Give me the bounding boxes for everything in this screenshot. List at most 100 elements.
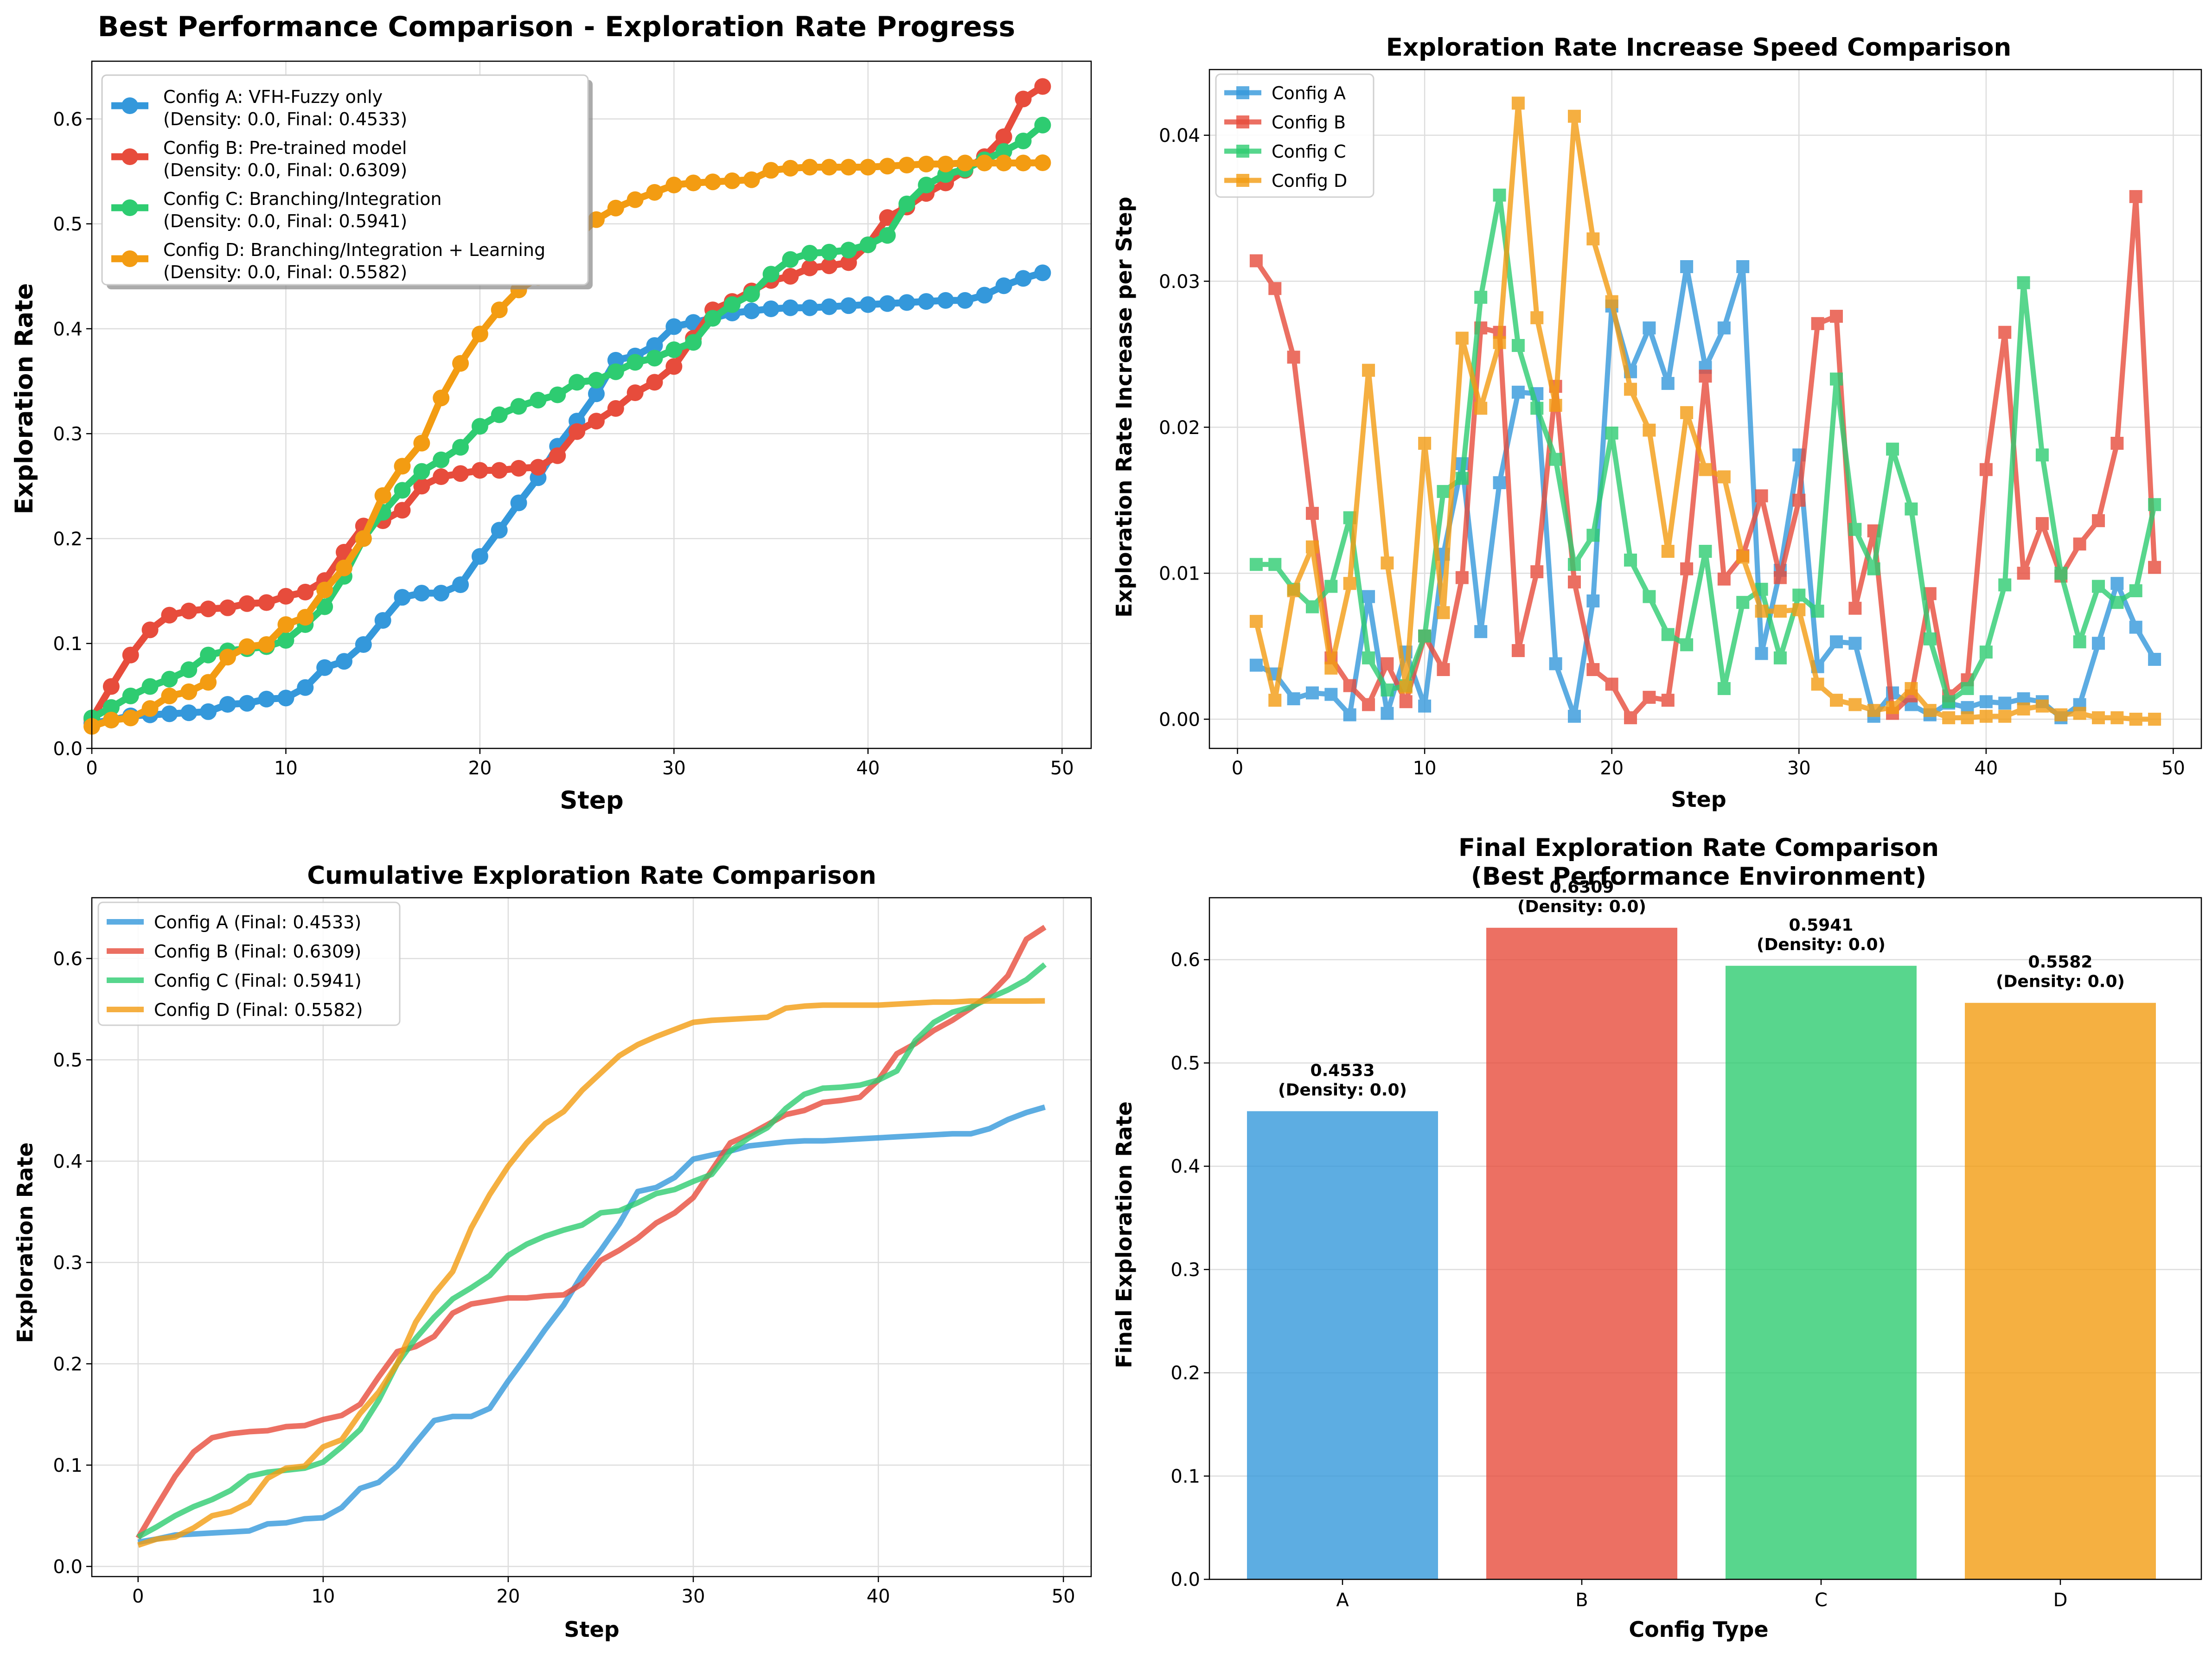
data-point xyxy=(1418,629,1432,643)
data-point xyxy=(1624,383,1637,396)
data-point xyxy=(1811,605,1824,618)
data-point xyxy=(1567,575,1581,589)
data-point xyxy=(627,384,644,401)
data-point xyxy=(782,160,799,177)
panel-cumulative-chart: Cumulative Exploration Rate Comparison S… xyxy=(13,862,1092,1642)
data-point xyxy=(471,418,488,435)
data-point xyxy=(646,337,663,354)
data-point xyxy=(1381,556,1394,570)
data-point xyxy=(1437,663,1450,676)
data-point xyxy=(1474,291,1488,304)
data-point xyxy=(821,159,838,176)
data-point xyxy=(316,598,333,615)
data-point xyxy=(1755,489,1768,503)
data-point xyxy=(2092,514,2105,527)
data-point xyxy=(665,341,683,358)
data-point xyxy=(122,709,139,727)
legend-marker xyxy=(1236,86,1249,99)
data-point xyxy=(2110,596,2124,609)
data-point xyxy=(1661,377,1675,390)
y-tick-label: 0.04 xyxy=(1159,125,1200,147)
data-point xyxy=(1717,682,1731,695)
data-point xyxy=(1680,638,1694,651)
axes-frame xyxy=(1208,897,2202,1580)
data-point xyxy=(859,159,876,176)
data-point xyxy=(200,674,217,691)
data-point xyxy=(1418,699,1432,713)
data-point xyxy=(316,659,333,676)
y-tick-label: 0.01 xyxy=(1159,563,1200,585)
x-tick-label: 40 xyxy=(867,1586,890,1607)
data-point xyxy=(1586,663,1600,676)
data-point xyxy=(1773,651,1787,664)
data-point xyxy=(394,502,411,519)
data-point xyxy=(1305,686,1319,700)
data-point xyxy=(530,391,547,409)
data-point xyxy=(1661,628,1675,641)
data-point xyxy=(2017,276,2030,289)
data-point xyxy=(200,646,217,664)
data-point xyxy=(2148,652,2161,666)
data-point xyxy=(704,310,722,327)
x-tick-label: C xyxy=(1815,1590,1828,1611)
data-point xyxy=(1830,694,1843,707)
data-point xyxy=(2073,635,2086,649)
bar-D xyxy=(1965,1003,2156,1579)
data-point xyxy=(1736,596,1750,609)
data-point xyxy=(2035,699,2049,713)
data-point xyxy=(452,576,469,594)
data-point xyxy=(141,700,159,717)
data-point xyxy=(1699,544,1712,558)
x-tick-label: 20 xyxy=(496,1586,520,1607)
data-point xyxy=(1699,463,1712,476)
bar-value-label: 0.5582 xyxy=(2028,953,2093,972)
data-point xyxy=(1249,254,1263,268)
data-point xyxy=(1437,606,1450,619)
data-point xyxy=(2054,708,2068,722)
data-point xyxy=(957,154,974,172)
data-point xyxy=(1324,580,1338,593)
x-tick-label: 50 xyxy=(1050,758,1074,779)
data-point xyxy=(471,462,488,479)
data-point xyxy=(1034,154,1051,172)
data-point xyxy=(297,609,314,626)
data-point xyxy=(1736,550,1750,564)
data-point xyxy=(1773,571,1787,584)
data-point xyxy=(1034,116,1051,134)
data-point xyxy=(433,585,450,602)
data-point xyxy=(1699,370,1712,383)
data-point xyxy=(355,530,372,547)
data-point xyxy=(238,695,256,712)
y-axis-label: Exploration Rate xyxy=(13,1143,38,1343)
data-point xyxy=(1605,677,1618,691)
data-point xyxy=(1643,321,1656,335)
data-point xyxy=(277,616,294,633)
data-point xyxy=(2092,580,2105,593)
data-point xyxy=(1305,507,1319,520)
data-point xyxy=(685,174,702,192)
y-tick-label: 0.6 xyxy=(1170,950,1200,971)
data-point xyxy=(821,243,838,261)
y-tick-label: 0.00 xyxy=(1159,709,1200,730)
y-tick-label: 0.6 xyxy=(53,109,83,130)
data-point xyxy=(859,236,876,253)
data-point xyxy=(2129,584,2142,597)
legend-box xyxy=(1215,73,1375,198)
axes-frame xyxy=(91,897,1092,1577)
data-point xyxy=(821,298,838,315)
data-point xyxy=(1661,544,1675,558)
data-point xyxy=(1773,605,1787,618)
chart-subtitle: (Best Performance Environment) xyxy=(1471,862,1926,891)
y-tick-label: 0.5 xyxy=(53,214,83,235)
data-point xyxy=(1961,682,1974,695)
data-point xyxy=(801,245,818,262)
data-point xyxy=(1717,321,1731,335)
data-point xyxy=(277,632,294,649)
data-point xyxy=(433,468,450,485)
data-point xyxy=(1381,707,1394,720)
data-point xyxy=(316,581,333,599)
data-point xyxy=(957,292,974,309)
data-point xyxy=(588,385,605,402)
data-point xyxy=(1923,704,1937,717)
data-point xyxy=(1493,188,1506,202)
